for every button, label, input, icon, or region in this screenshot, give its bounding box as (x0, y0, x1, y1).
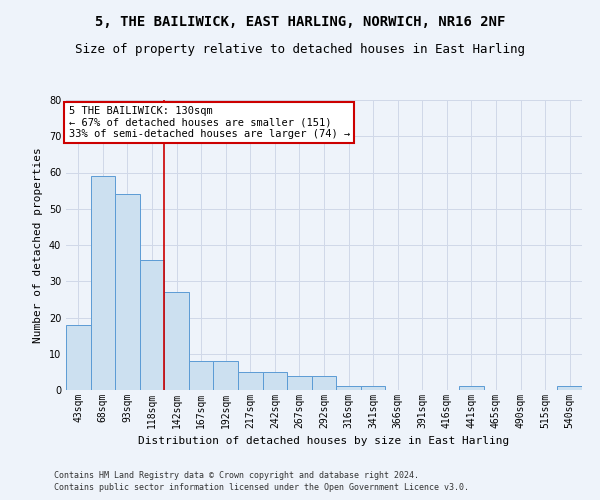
Bar (140, 260, 164, 390)
Bar (238, 372, 263, 390)
X-axis label: Distribution of detached houses by size in East Harling: Distribution of detached houses by size … (139, 436, 509, 446)
Bar (189, 361, 214, 390)
Bar (66, 325, 91, 390)
Bar (361, 386, 385, 390)
Bar (312, 376, 336, 390)
Text: Contains public sector information licensed under the Open Government Licence v3: Contains public sector information licen… (54, 484, 469, 492)
Bar (336, 386, 361, 390)
Bar (214, 361, 238, 390)
Bar (115, 194, 140, 390)
Bar (164, 292, 189, 390)
Text: 5 THE BAILIWICK: 130sqm
← 67% of detached houses are smaller (151)
33% of semi-d: 5 THE BAILIWICK: 130sqm ← 67% of detache… (68, 106, 350, 139)
Bar (459, 386, 484, 390)
Text: Size of property relative to detached houses in East Harling: Size of property relative to detached ho… (75, 42, 525, 56)
Bar (557, 386, 582, 390)
Text: Contains HM Land Registry data © Crown copyright and database right 2024.: Contains HM Land Registry data © Crown c… (54, 471, 419, 480)
Bar (263, 372, 287, 390)
Bar (91, 176, 115, 390)
Y-axis label: Number of detached properties: Number of detached properties (33, 147, 43, 343)
Bar (287, 376, 312, 390)
Text: 5, THE BAILIWICK, EAST HARLING, NORWICH, NR16 2NF: 5, THE BAILIWICK, EAST HARLING, NORWICH,… (95, 15, 505, 29)
